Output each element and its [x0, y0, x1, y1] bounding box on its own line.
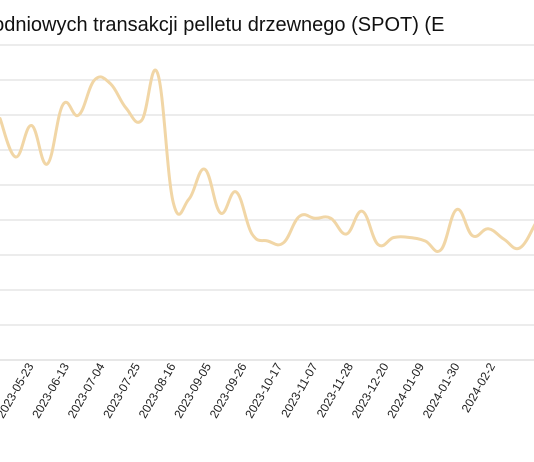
- grid-lines: [0, 44, 534, 361]
- chart-title: ygodniowych transakcji pelletu drzewnego…: [0, 14, 445, 36]
- series-line: [0, 68, 534, 253]
- x-tick-label: 2024-02-2: [459, 360, 499, 415]
- x-tick-label: 2024-01-30: [420, 360, 463, 420]
- series-layer: [0, 68, 534, 253]
- x-axis-tick-labels: 2023-05-232023-06-132023-07-042023-07-25…: [0, 360, 498, 420]
